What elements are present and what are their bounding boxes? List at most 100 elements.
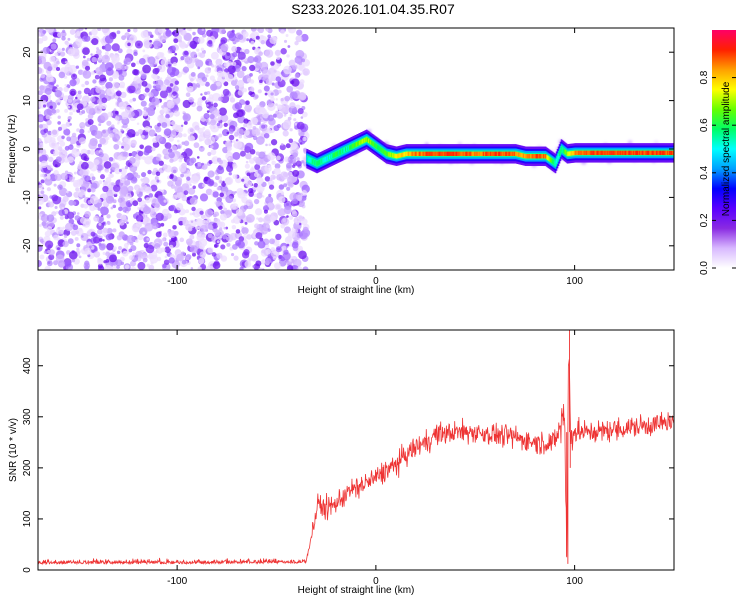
noise-speckle [58,209,65,216]
noise-speckle [268,184,275,190]
noise-speckle [228,128,234,134]
noise-speckle [64,83,68,87]
noise-speckle [244,260,252,268]
noise-speckle [285,34,289,37]
noise-speckle [243,129,250,136]
noise-speckle [48,249,55,256]
noise-speckle [257,89,262,94]
noise-speckle [157,28,166,34]
noise-speckle [47,94,52,98]
noise-speckle [200,214,206,220]
noise-speckle [243,118,249,124]
noise-speckle [88,90,93,94]
noise-speckle [226,38,230,42]
noise-speckle [274,163,281,169]
noise-speckle [86,109,90,113]
noise-speckle [132,39,137,44]
noise-speckle [64,108,69,113]
noise-speckle [46,260,53,267]
noise-speckle [222,129,230,137]
noise-speckle [80,153,88,161]
noise-speckle [207,170,215,178]
noise-speckle [169,204,176,212]
noise-speckle [241,227,249,235]
noise-speckle [204,122,208,127]
noise-speckle [182,148,186,151]
noise-speckle [140,219,144,223]
noise-speckle [224,176,234,186]
noise-speckle [265,196,274,205]
noise-speckle [114,167,121,175]
noise-speckle [97,143,102,148]
noise-speckle [38,184,45,191]
noise-speckle [42,104,47,108]
noise-speckle [288,105,297,115]
noise-speckle [286,186,291,191]
noise-speckle [159,77,163,80]
noise-speckle [295,35,303,43]
noise-speckle [238,134,243,139]
noise-speckle [237,51,246,60]
noise-speckle [255,151,260,156]
noise-speckle [62,240,69,248]
noise-speckle [185,238,193,246]
noise-speckle [182,113,191,122]
noise-speckle [82,194,86,199]
noise-speckle [134,239,139,243]
noise-speckle [40,173,44,178]
noise-speckle [160,84,167,92]
noise-speckle [237,190,246,199]
noise-speckle [67,238,74,245]
noise-speckle [214,211,220,217]
noise-speckle [126,210,129,214]
noise-speckle [168,257,175,264]
noise-speckle [117,197,123,203]
noise-speckle [43,100,47,104]
noise-speckle [244,232,247,236]
noise-speckle [88,140,97,150]
noise-speckle [246,234,252,240]
noise-speckle [278,184,285,190]
noise-speckle [127,193,131,196]
noise-speckle [44,240,54,249]
noise-speckle [178,220,184,226]
noise-speckle [205,60,210,65]
noise-speckle [56,48,62,54]
noise-speckle [115,110,119,115]
noise-speckle [122,151,128,157]
noise-speckle [207,121,211,125]
noise-speckle [218,28,226,35]
noise-speckle [278,259,287,267]
noise-speckle [38,124,44,129]
noise-speckle [253,56,259,63]
noise-speckle [49,56,56,63]
noise-speckle [205,118,210,123]
noise-speckle [300,218,308,226]
noise-speckle [257,184,261,188]
noise-speckle [38,138,42,142]
noise-speckle [219,213,228,221]
noise-speckle [261,249,266,254]
noise-speckle [201,96,207,101]
noise-speckle [195,218,204,226]
noise-speckle [69,135,78,145]
noise-speckle [141,134,145,139]
noise-speckle [258,71,261,74]
noise-speckle [167,63,172,67]
noise-speckle [247,257,252,262]
noise-speckle [254,94,259,99]
noise-speckle [272,113,278,118]
noise-speckle [152,167,158,173]
noise-speckle [288,182,294,188]
noise-speckle [263,132,270,139]
noise-speckle [244,163,250,169]
noise-speckle [161,122,168,128]
noise-speckle [181,259,187,265]
noise-speckle [228,134,235,141]
noise-speckle [118,219,125,226]
noise-speckle [288,215,294,220]
noise-speckle [124,165,129,170]
noise-speckle [244,104,253,113]
noise-speckle [112,128,117,133]
noise-speckle [96,222,105,230]
